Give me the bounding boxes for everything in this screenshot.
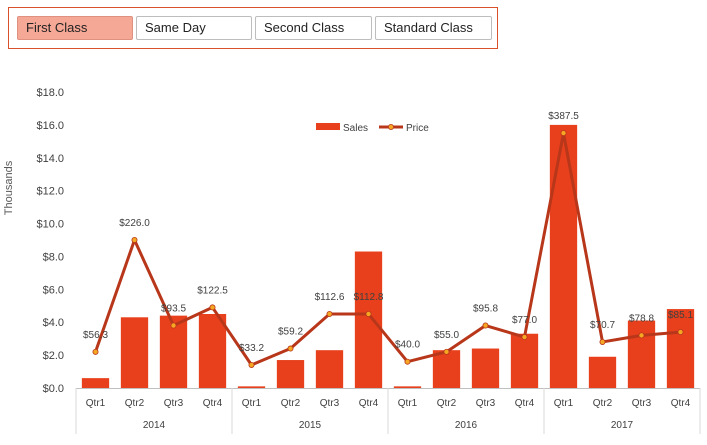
- price-data-label: $70.7: [590, 320, 615, 331]
- y-tick-label: $10.0: [36, 219, 64, 231]
- sales-bar: [276, 360, 305, 388]
- x-tick-label: Qtr2: [281, 398, 301, 409]
- sales-bar: [393, 386, 422, 388]
- price-data-label: $78.8: [629, 313, 654, 324]
- year-group-label: 2015: [299, 420, 322, 431]
- legend: Sales Price: [316, 123, 429, 134]
- x-tick-label: Qtr3: [476, 398, 496, 409]
- price-marker: [92, 348, 99, 355]
- sales-bars: [81, 124, 695, 388]
- price-data-label: $40.0: [395, 340, 420, 351]
- price-data-label: $387.5: [548, 111, 579, 122]
- y-tick-label: $8.0: [43, 251, 64, 263]
- price-marker: [404, 358, 411, 365]
- sales-bar: [198, 314, 227, 388]
- x-tick-label: Qtr3: [164, 398, 184, 409]
- sales-bar: [432, 350, 461, 388]
- price-data-label: $93.5: [161, 304, 186, 315]
- price-line-layer: $56.3 $226.0 $93.5 $122.5 $33.2 $59.2 $112.6 $1…: [83, 111, 693, 368]
- price-marker: [131, 236, 138, 243]
- price-data-label: $226.0: [119, 218, 150, 229]
- y-tick-label: $6.0: [43, 284, 64, 296]
- price-data-label: $33.2: [239, 343, 264, 354]
- year-group-label: 2016: [455, 420, 478, 431]
- sales-bar: [627, 320, 656, 388]
- slicer-item-same-day[interactable]: Same Day: [136, 16, 252, 40]
- slicer-item-second-class[interactable]: Second Class: [255, 16, 372, 40]
- sales-bar: [354, 251, 383, 388]
- legend-price-marker: [387, 124, 394, 131]
- y-tick-label: $4.0: [43, 317, 64, 329]
- x-tick-label: Qtr2: [125, 398, 145, 409]
- price-data-label: $95.8: [473, 304, 498, 315]
- y-tick-label: $18.0: [36, 87, 64, 99]
- price-data-label: $55.0: [434, 330, 459, 341]
- price-marker: [287, 345, 294, 352]
- y-tick-label: $16.0: [36, 120, 64, 132]
- x-tick-label: Qtr1: [242, 398, 262, 409]
- price-data-label: $85.1: [668, 310, 693, 321]
- sales-bar: [666, 309, 695, 388]
- y-tick-label: $12.0: [36, 186, 64, 198]
- slicer-item-standard-class[interactable]: Standard Class: [375, 16, 492, 40]
- price-marker: [365, 310, 372, 317]
- price-data-label: $112.6: [315, 292, 345, 303]
- legend-sales-swatch: [316, 123, 340, 130]
- price-data-label: $112.8: [354, 292, 384, 303]
- price-data-label: $56.3: [83, 330, 108, 341]
- price-data-label: $59.2: [278, 327, 303, 338]
- x-tick-label: Qtr1: [86, 398, 106, 409]
- price-line: [94, 131, 681, 367]
- y-axis: $0.0 $2.0 $4.0 $6.0 $8.0 $10.0 $12.0 $14.0 $16.0…: [36, 87, 64, 395]
- x-tick-label: Qtr1: [398, 398, 418, 409]
- x-tick-label: Qtr4: [203, 398, 223, 409]
- sales-bar: [588, 356, 617, 388]
- price-marker: [170, 322, 177, 329]
- price-marker: [443, 348, 450, 355]
- price-marker: [677, 329, 684, 336]
- legend-sales-label: Sales: [343, 123, 368, 134]
- price-marker: [521, 334, 528, 341]
- x-axis: Qtr1 Qtr2 Qtr3 Qtr4 Qtr1 Qtr2 Qtr3 Qtr4 Qtr1 Qtr2…: [75, 388, 701, 434]
- price-marker: [482, 322, 489, 329]
- slicer-item-first-class[interactable]: First Class: [17, 16, 133, 40]
- ship-mode-slicer: First Class Same Day Second Class Standa…: [8, 7, 498, 49]
- x-tick-label: Qtr3: [632, 398, 652, 409]
- x-tick-label: Qtr4: [515, 398, 535, 409]
- x-tick-label: Qtr1: [554, 398, 574, 409]
- sales-bar: [549, 124, 578, 388]
- sales-bar: [315, 350, 344, 388]
- year-group-label: 2014: [143, 420, 166, 431]
- y-tick-label: $0.0: [43, 383, 64, 395]
- price-data-label: $122.5: [197, 285, 228, 296]
- x-tick-label: Qtr4: [671, 398, 691, 409]
- sales-bar: [81, 378, 110, 388]
- x-tick-label: Qtr2: [437, 398, 457, 409]
- price-marker: [209, 304, 216, 311]
- y-tick-label: $14.0: [36, 153, 64, 165]
- price-marker: [326, 310, 333, 317]
- price-marker: [560, 130, 567, 137]
- price-data-label: $77.0: [512, 315, 537, 326]
- price-marker: [248, 361, 255, 368]
- sales-bar: [510, 333, 539, 388]
- x-tick-label: Qtr4: [359, 398, 379, 409]
- year-group-label: 2017: [611, 420, 634, 431]
- sales-bar: [237, 386, 266, 388]
- sales-bar: [471, 348, 500, 388]
- y-axis-title: Thousands: [3, 160, 15, 215]
- price-marker: [638, 332, 645, 339]
- legend-price-label: Price: [406, 123, 429, 134]
- price-marker: [599, 338, 606, 345]
- y-tick-label: $2.0: [43, 350, 64, 362]
- x-tick-label: Qtr3: [320, 398, 340, 409]
- sales-bar: [120, 317, 149, 388]
- x-tick-label: Qtr2: [593, 398, 613, 409]
